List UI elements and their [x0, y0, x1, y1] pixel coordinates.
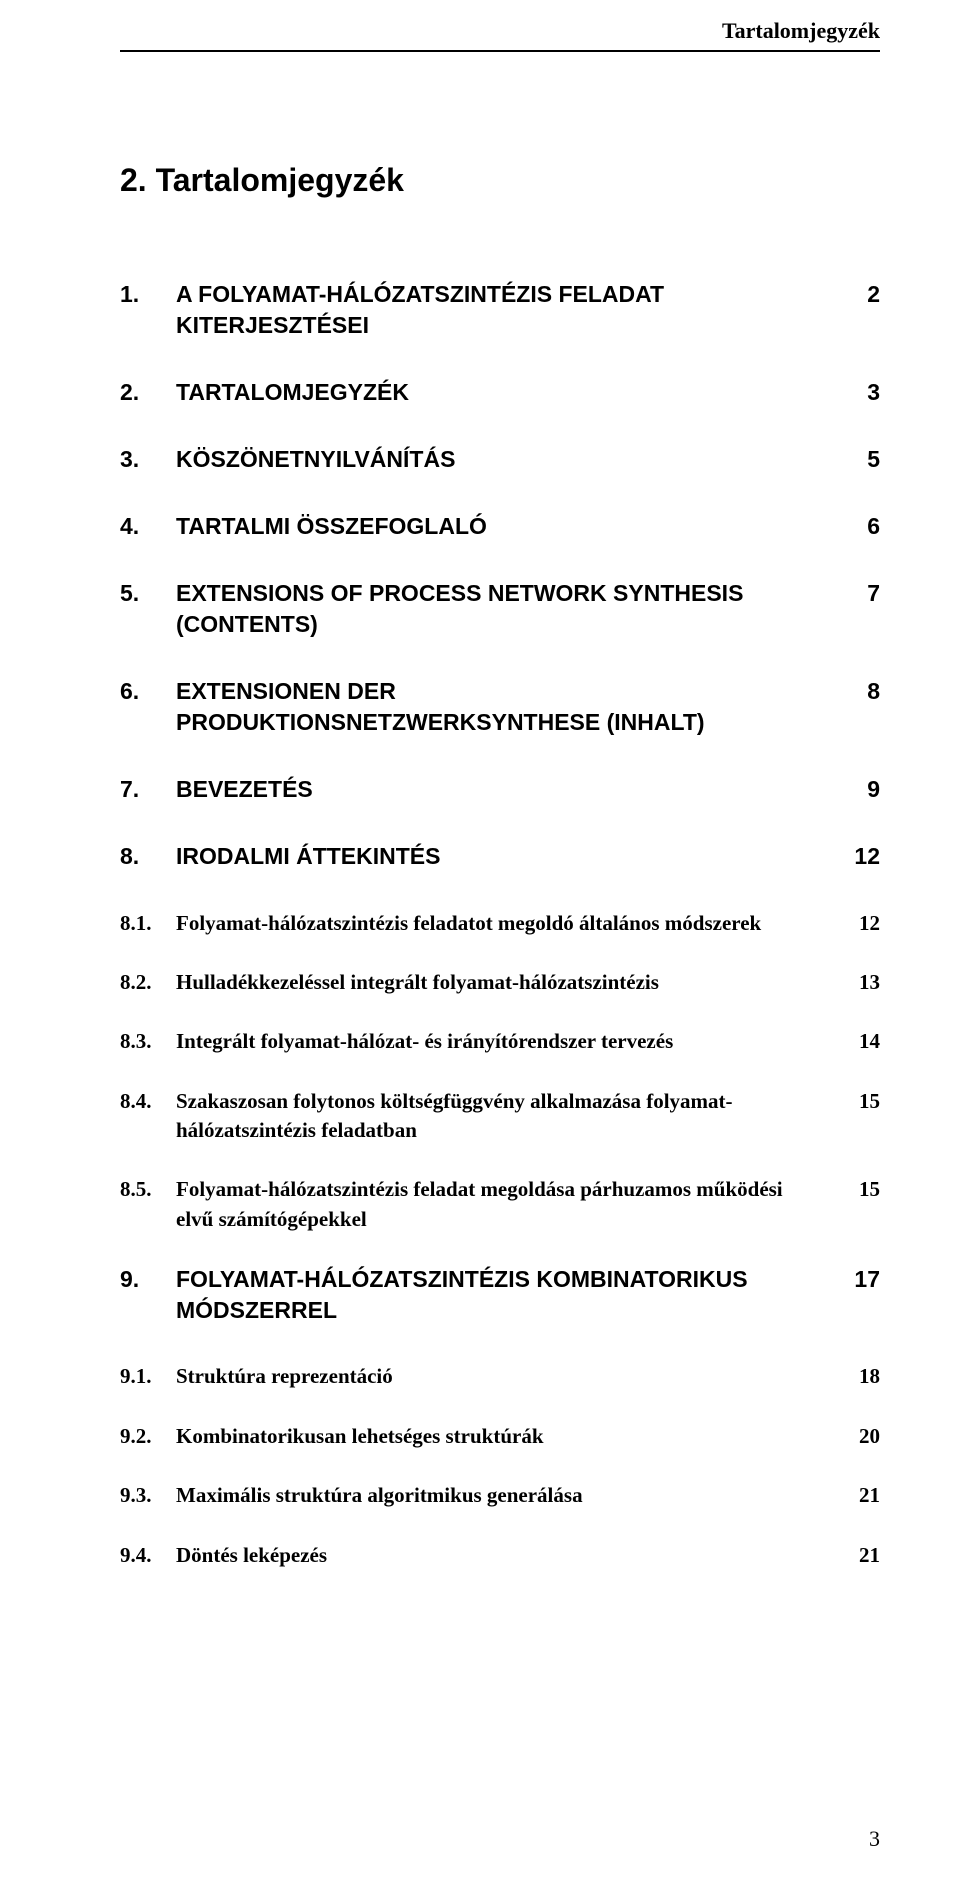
toc-row: 3.KÖSZÖNETNYILVÁNÍTÁS5 [120, 444, 880, 475]
toc-page: 14 [840, 1027, 880, 1056]
toc-title: IRODALMI ÁTTEKINTÉS [176, 841, 840, 872]
toc-title: A FOLYAMAT-HÁLÓZATSZINTÉZIS FELADAT KITE… [176, 279, 840, 341]
toc-row: 8.IRODALMI ÁTTEKINTÉS12 [120, 841, 880, 872]
toc-title: BEVEZETÉS [176, 774, 840, 805]
toc-row: 7.BEVEZETÉS9 [120, 774, 880, 805]
toc-page: 13 [840, 968, 880, 997]
page: Tartalomjegyzék 2. Tartalomjegyzék 1.A F… [0, 0, 960, 1892]
toc-number: 8. [120, 841, 176, 872]
running-header: Tartalomjegyzék [120, 18, 880, 44]
toc-row: 2.TARTALOMJEGYZÉK3 [120, 377, 880, 408]
toc-title: EXTENSIONEN DER PRODUKTIONSNETZWERKSYNTH… [176, 676, 840, 738]
toc-title: Kombinatorikusan lehetséges struktúrák [176, 1422, 840, 1451]
toc-page: 8 [840, 676, 880, 707]
toc-row: 8.2.Hulladékkezeléssel integrált folyama… [120, 968, 880, 997]
toc-row: 4.TARTALMI ÖSSZEFOGLALÓ6 [120, 511, 880, 542]
toc-number: 9.2. [120, 1422, 176, 1451]
toc-row: 1.A FOLYAMAT-HÁLÓZATSZINTÉZIS FELADAT KI… [120, 279, 880, 341]
toc-number: 7. [120, 774, 176, 805]
toc-title: Folyamat-hálózatszintézis feladatot mego… [176, 909, 840, 938]
toc-title: Folyamat-hálózatszintézis feladat megold… [176, 1175, 840, 1234]
page-number: 3 [869, 1826, 880, 1852]
toc-row: 6.EXTENSIONEN DER PRODUKTIONSNETZWERKSYN… [120, 676, 880, 738]
toc-page: 7 [840, 578, 880, 609]
toc-title: Struktúra reprezentáció [176, 1362, 840, 1391]
toc-title: EXTENSIONS OF PROCESS NETWORK SYNTHESIS … [176, 578, 840, 640]
header-rule [120, 50, 880, 52]
toc-page: 20 [840, 1422, 880, 1451]
toc-number: 9.1. [120, 1362, 176, 1391]
toc-row: 8.4.Szakaszosan folytonos költségfüggvén… [120, 1087, 880, 1146]
toc-number: 4. [120, 511, 176, 542]
toc-title: FOLYAMAT-HÁLÓZATSZINTÉZIS KOMBINATORIKUS… [176, 1264, 840, 1326]
toc-row: 8.1.Folyamat-hálózatszintézis feladatot … [120, 909, 880, 938]
toc-title: TARTALMI ÖSSZEFOGLALÓ [176, 511, 840, 542]
toc-title: Maximális struktúra algoritmikus generál… [176, 1481, 840, 1510]
toc-number: 9.3. [120, 1481, 176, 1510]
toc-page: 12 [840, 841, 880, 872]
toc-title: Szakaszosan folytonos költségfüggvény al… [176, 1087, 840, 1146]
toc-page: 18 [840, 1362, 880, 1391]
toc-page: 21 [840, 1481, 880, 1510]
toc-row: 8.3.Integrált folyamat-hálózat- és irány… [120, 1027, 880, 1056]
toc-number: 2. [120, 377, 176, 408]
toc-page: 12 [840, 909, 880, 938]
toc-number: 8.2. [120, 968, 176, 997]
toc-number: 8.1. [120, 909, 176, 938]
toc-number: 8.4. [120, 1087, 176, 1116]
toc-page: 15 [840, 1175, 880, 1204]
toc-title: Döntés leképezés [176, 1541, 840, 1570]
toc-page: 17 [840, 1264, 880, 1295]
toc-page: 6 [840, 511, 880, 542]
toc-page: 2 [840, 279, 880, 310]
toc-row: 9.1.Struktúra reprezentáció18 [120, 1362, 880, 1391]
toc-page: 15 [840, 1087, 880, 1116]
toc-title: Hulladékkezeléssel integrált folyamat-há… [176, 968, 840, 997]
toc-number: 8.3. [120, 1027, 176, 1056]
toc-page: 9 [840, 774, 880, 805]
toc-number: 9.4. [120, 1541, 176, 1570]
toc-page: 3 [840, 377, 880, 408]
toc-number: 8.5. [120, 1175, 176, 1204]
toc-list: 1.A FOLYAMAT-HÁLÓZATSZINTÉZIS FELADAT KI… [120, 279, 880, 1570]
toc-row: 9.FOLYAMAT-HÁLÓZATSZINTÉZIS KOMBINATORIK… [120, 1264, 880, 1326]
toc-row: 5.EXTENSIONS OF PROCESS NETWORK SYNTHESI… [120, 578, 880, 640]
toc-number: 1. [120, 279, 176, 310]
toc-title: TARTALOMJEGYZÉK [176, 377, 840, 408]
toc-number: 3. [120, 444, 176, 475]
toc-row: 9.4.Döntés leképezés21 [120, 1541, 880, 1570]
toc-row: 8.5.Folyamat-hálózatszintézis feladat me… [120, 1175, 880, 1234]
toc-title: Integrált folyamat-hálózat- és irányítór… [176, 1027, 840, 1056]
toc-row: 9.3.Maximális struktúra algoritmikus gen… [120, 1481, 880, 1510]
toc-number: 5. [120, 578, 176, 609]
toc-page: 21 [840, 1541, 880, 1570]
toc-title: KÖSZÖNETNYILVÁNÍTÁS [176, 444, 840, 475]
toc-number: 6. [120, 676, 176, 707]
page-title: 2. Tartalomjegyzék [120, 162, 880, 199]
toc-number: 9. [120, 1264, 176, 1295]
toc-page: 5 [840, 444, 880, 475]
toc-row: 9.2.Kombinatorikusan lehetséges struktúr… [120, 1422, 880, 1451]
